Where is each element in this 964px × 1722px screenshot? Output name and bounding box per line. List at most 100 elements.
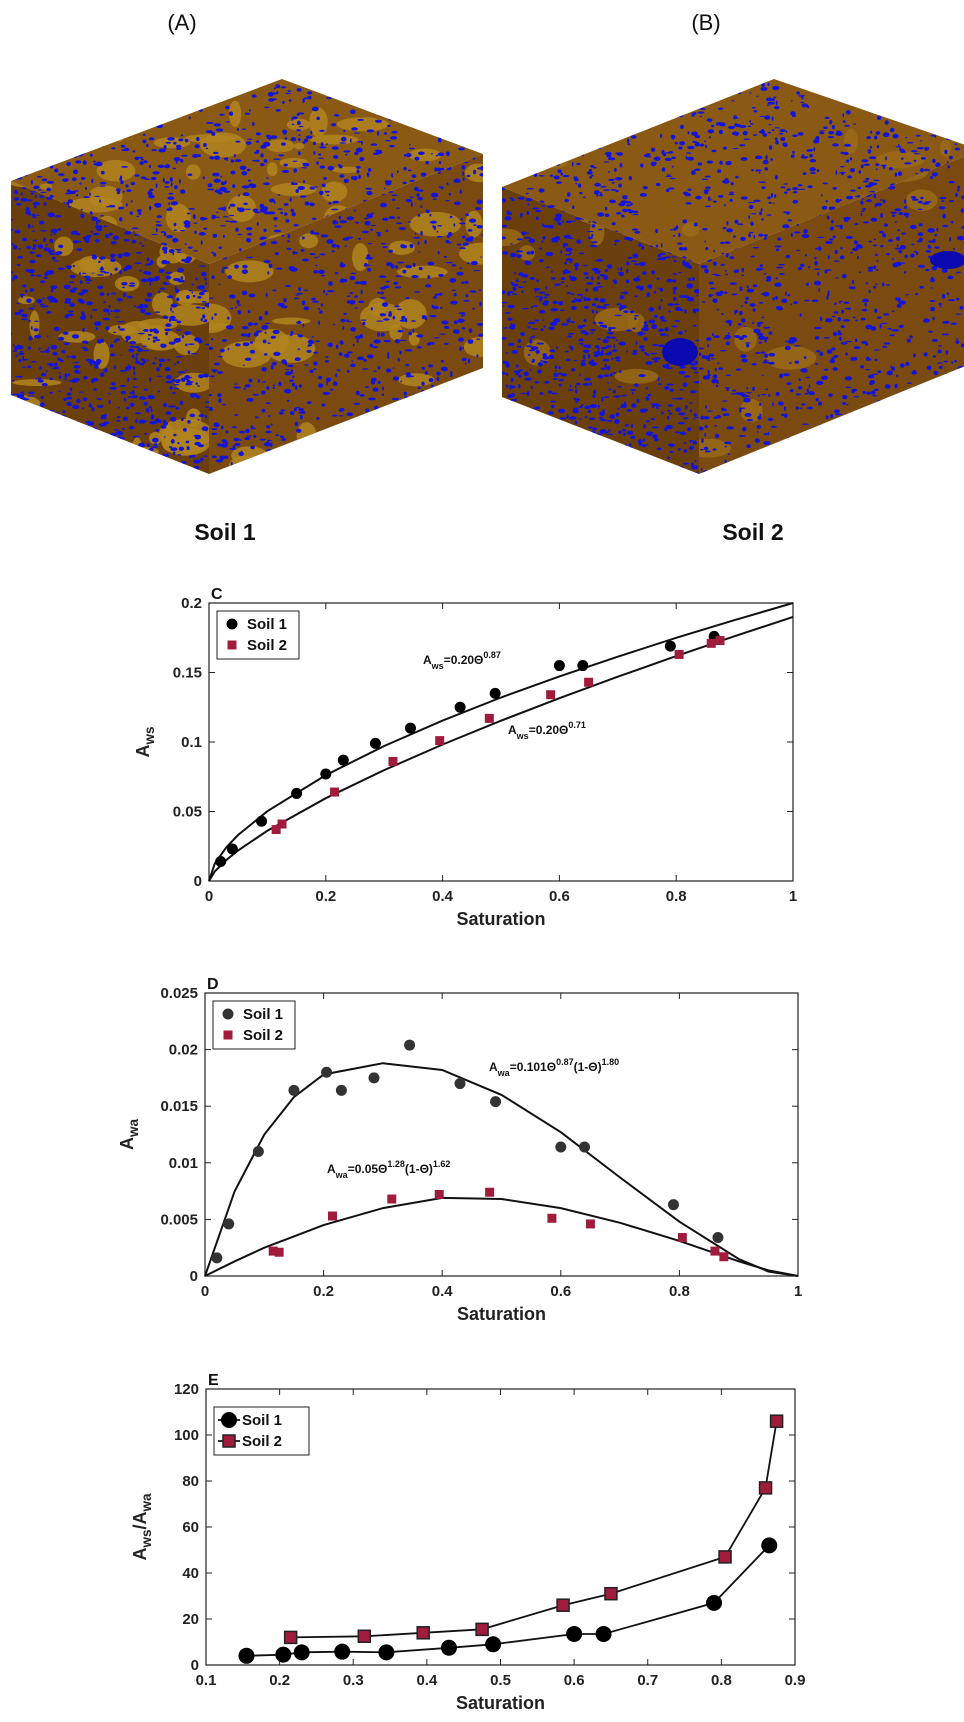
pore xyxy=(309,186,314,187)
pore xyxy=(309,203,315,207)
pore xyxy=(370,229,373,231)
pore xyxy=(528,150,531,153)
pore xyxy=(100,116,107,118)
pore xyxy=(588,426,593,428)
pore xyxy=(191,284,193,286)
pore xyxy=(100,182,107,185)
pore xyxy=(746,444,751,448)
pore xyxy=(600,306,607,309)
pore xyxy=(172,392,176,394)
pore xyxy=(265,402,271,404)
pore xyxy=(211,96,218,100)
pore xyxy=(101,257,103,261)
pore xyxy=(682,109,689,112)
pore xyxy=(31,192,34,194)
pore xyxy=(252,122,255,126)
pore xyxy=(330,84,337,87)
pore xyxy=(958,458,963,461)
pore xyxy=(249,294,256,298)
pore xyxy=(189,455,193,458)
pore xyxy=(393,282,398,285)
pore xyxy=(529,156,532,159)
pore xyxy=(12,278,14,281)
pore xyxy=(124,117,126,119)
pore xyxy=(199,265,207,266)
pore xyxy=(32,139,35,141)
pore xyxy=(448,242,452,243)
pore xyxy=(768,83,770,86)
pore xyxy=(29,260,36,264)
pore xyxy=(373,153,379,156)
pore xyxy=(88,360,95,364)
pore xyxy=(49,239,53,243)
pore xyxy=(673,297,676,301)
pore xyxy=(656,105,658,107)
pore xyxy=(729,192,734,194)
pore xyxy=(278,450,286,452)
pore xyxy=(569,317,571,319)
pore xyxy=(864,101,866,105)
pore xyxy=(608,429,610,433)
pore xyxy=(154,102,159,104)
pore xyxy=(31,288,34,291)
pore xyxy=(619,370,622,373)
texture-patch xyxy=(267,162,278,176)
pore xyxy=(79,272,81,275)
pore xyxy=(275,467,280,471)
pore xyxy=(520,441,527,443)
pore xyxy=(152,171,159,174)
pore xyxy=(453,223,455,226)
pore xyxy=(739,287,742,292)
pore xyxy=(671,156,676,159)
pore xyxy=(617,152,623,156)
pore xyxy=(517,197,524,200)
pore xyxy=(185,383,192,386)
pore xyxy=(380,297,386,299)
pore xyxy=(298,408,304,411)
pore xyxy=(33,328,38,331)
pore xyxy=(259,81,262,84)
pore xyxy=(426,400,432,403)
pore xyxy=(462,145,467,147)
pore xyxy=(807,185,812,188)
pore xyxy=(533,288,540,291)
texture-patch xyxy=(97,160,136,182)
pore xyxy=(237,207,239,211)
pore xyxy=(302,258,309,261)
pore xyxy=(395,275,402,277)
pore xyxy=(373,387,379,391)
pore xyxy=(152,328,157,332)
pore xyxy=(147,191,152,195)
pore xyxy=(419,93,424,96)
pore xyxy=(354,87,361,90)
pore xyxy=(890,404,895,407)
pore xyxy=(136,346,139,349)
pore xyxy=(58,245,63,248)
pore xyxy=(281,86,286,88)
pore xyxy=(81,450,88,455)
pore xyxy=(568,389,574,391)
pore xyxy=(193,214,196,219)
pore xyxy=(540,296,543,300)
pore xyxy=(535,442,538,447)
pore xyxy=(952,109,959,114)
pore xyxy=(328,166,334,171)
pore xyxy=(166,276,172,280)
pore xyxy=(437,225,442,227)
pore xyxy=(512,294,518,295)
pore xyxy=(605,420,612,422)
pore xyxy=(474,422,478,424)
pore xyxy=(143,330,147,331)
pore xyxy=(400,381,402,383)
pore xyxy=(199,108,202,112)
pore xyxy=(673,279,677,282)
pore xyxy=(115,338,121,340)
pore xyxy=(631,424,633,428)
pore xyxy=(184,243,187,245)
pore xyxy=(263,229,266,233)
pore xyxy=(28,346,31,350)
pore xyxy=(654,438,659,442)
pore xyxy=(291,119,293,121)
pore xyxy=(392,97,395,99)
pore xyxy=(113,457,120,458)
